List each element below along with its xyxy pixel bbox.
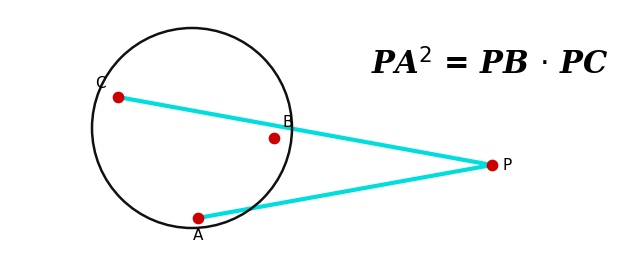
Point — [269, 136, 279, 140]
Point — [193, 216, 203, 220]
Text: A: A — [193, 228, 203, 243]
Text: B: B — [282, 115, 292, 130]
Text: C: C — [95, 76, 106, 91]
Text: P: P — [502, 158, 511, 173]
Point — [487, 163, 497, 167]
Point — [113, 95, 123, 99]
Text: PA$^2$ = PB $\cdot$ PC: PA$^2$ = PB $\cdot$ PC — [372, 49, 609, 81]
